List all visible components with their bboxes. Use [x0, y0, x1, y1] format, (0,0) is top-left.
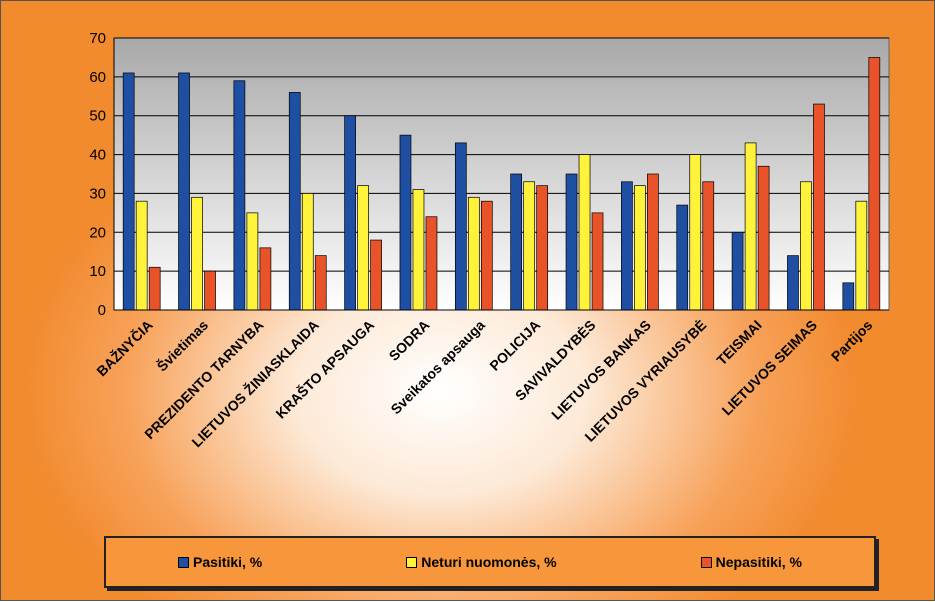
legend-swatch-nepasitiki [700, 556, 712, 568]
bar-pasitiki [288, 92, 301, 311]
bar-neturi-nuomones [523, 181, 536, 311]
bar-pasitiki [399, 134, 412, 311]
bar-nepasitiki [148, 266, 161, 311]
x-category-label: POLICIJA [486, 317, 543, 374]
x-category-label: TEISMAI [713, 317, 764, 368]
bar-nepasitiki [591, 212, 604, 311]
x-category-label: Švietimas [153, 316, 211, 374]
bar-nepasitiki [702, 181, 715, 311]
bar-neturi-nuomones [412, 189, 425, 311]
bar-nepasitiki [204, 270, 216, 311]
y-tick-label: 0 [98, 302, 106, 319]
legend-swatch-neturi-nuomones [406, 556, 418, 568]
legend-label-neturi-nuomones: Neturi nuomonės, % [421, 554, 557, 570]
x-category-label: LIETUVOS SEIMAS [719, 317, 821, 419]
bar-pasitiki [122, 72, 135, 311]
bar-pasitiki [842, 282, 855, 311]
legend: Pasitiki, % Neturi nuomonės, % Nepasitik… [104, 536, 876, 588]
bar-neturi-nuomones [800, 181, 812, 311]
bar-pasitiki [510, 173, 523, 311]
bar-nepasitiki [868, 57, 881, 311]
y-tick-label: 60 [89, 69, 106, 86]
x-category-label: LIETUVOS BANKAS [548, 317, 654, 423]
legend-label-nepasitiki: Nepasitiki, % [715, 554, 802, 570]
bar-pasitiki [731, 231, 744, 311]
bar-neturi-nuomones [689, 154, 702, 311]
legend-label-pasitiki: Pasitiki, % [193, 554, 263, 570]
bar-neturi-nuomones [578, 154, 591, 311]
y-tick-label: 70 [89, 30, 106, 47]
bar-nepasitiki [647, 173, 659, 311]
bar-pasitiki [344, 115, 356, 311]
y-tick-label: 40 [89, 147, 106, 164]
bar-nepasitiki [314, 255, 327, 311]
x-category-label: SODRA [386, 317, 433, 364]
bar-pasitiki [565, 173, 578, 311]
bar-neturi-nuomones [855, 200, 868, 311]
bar-neturi-nuomones [467, 196, 480, 311]
bar-pasitiki [621, 181, 633, 311]
legend-swatch-pasitiki [178, 556, 189, 568]
plot-area [113, 37, 890, 311]
bar-nepasitiki [480, 200, 493, 311]
bar-neturi-nuomones [744, 142, 757, 311]
y-tick-label: 50 [89, 108, 106, 125]
x-category-label: Sveikatos apsauga [387, 317, 488, 418]
bar-nepasitiki [536, 185, 549, 311]
bar-pasitiki [676, 204, 689, 311]
bar-neturi-nuomones [135, 200, 148, 311]
bar-pasitiki [233, 80, 246, 311]
bar-nepasitiki [259, 247, 272, 311]
bar-neturi-nuomones [191, 196, 203, 311]
bar-neturi-nuomones [301, 193, 314, 311]
legend-item-nepasitiki: Nepasitiki, % [700, 554, 802, 570]
bar-nepasitiki [370, 239, 382, 311]
legend-item-pasitiki: Pasitiki, % [178, 554, 262, 570]
x-category-label: KRAŠTO APSAUGA [272, 316, 378, 422]
legend-item-neturi-nuomones: Neturi nuomonės, % [406, 554, 557, 570]
bar-nepasitiki [425, 216, 438, 311]
x-category-label: Partijos [828, 317, 876, 365]
bar-neturi-nuomones [246, 212, 259, 311]
x-category-label: BAŽNYČIA [93, 316, 156, 379]
bar-pasitiki [454, 142, 467, 311]
bar-nepasitiki [757, 165, 770, 311]
bars [122, 57, 881, 311]
bar-nepasitiki [813, 103, 825, 311]
y-tick-label: 20 [89, 224, 106, 241]
y-tick-label: 30 [89, 185, 106, 202]
bar-neturi-nuomones [634, 185, 646, 311]
y-axis-ticks: 0 10 20 30 40 50 60 70 [89, 30, 106, 319]
bar-pasitiki [178, 72, 190, 311]
y-tick-label: 10 [89, 263, 106, 280]
bar-pasitiki [787, 255, 799, 311]
bar-neturi-nuomones [357, 185, 369, 311]
